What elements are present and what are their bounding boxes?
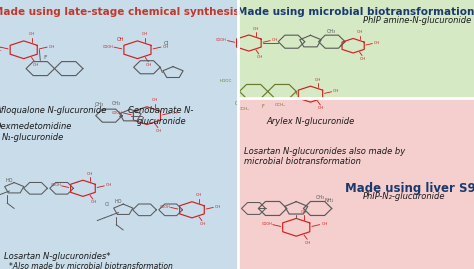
Text: Made using late-stage chemical synthesis: Made using late-stage chemical synthesis <box>0 7 239 17</box>
Text: PhIP amine-N-glucuronide: PhIP amine-N-glucuronide <box>363 16 471 25</box>
Text: OH: OH <box>374 41 380 45</box>
Text: CH₃: CH₃ <box>111 101 121 106</box>
Text: OH: OH <box>356 30 363 34</box>
Bar <box>238 98 474 269</box>
Text: OH: OH <box>215 205 221 209</box>
Text: Cl: Cl <box>104 202 109 207</box>
Text: N₁-glucuronide: N₁-glucuronide <box>2 133 64 142</box>
Text: OH: OH <box>142 32 148 36</box>
Text: F: F <box>262 104 264 109</box>
Text: Cl: Cl <box>163 41 169 45</box>
Text: OH: OH <box>321 222 328 226</box>
Text: OH: OH <box>87 172 93 176</box>
Text: COOH: COOH <box>159 205 170 209</box>
Text: Made using liver S9: Made using liver S9 <box>345 182 474 194</box>
Text: Made using microbial biotransformation: Made using microbial biotransformation <box>237 7 474 17</box>
Text: OH: OH <box>146 63 152 67</box>
Text: F: F <box>43 55 47 60</box>
Text: HO: HO <box>6 178 13 183</box>
Text: OH: OH <box>301 210 307 214</box>
Text: Dexmedetomidine: Dexmedetomidine <box>0 122 72 131</box>
Text: Arylex N-glucuronide: Arylex N-glucuronide <box>266 117 355 126</box>
Text: OH: OH <box>305 240 311 245</box>
Bar <box>238 0 474 98</box>
Text: COOH: COOH <box>261 222 272 226</box>
Text: OH: OH <box>200 222 206 226</box>
Text: HOOC: HOOC <box>220 79 232 83</box>
Bar <box>0 0 238 269</box>
Text: Losartan N-glucuronides also made by: Losartan N-glucuronides also made by <box>244 147 405 155</box>
Text: *Also made by microbial biotransformation: *Also made by microbial biotransformatio… <box>9 262 173 269</box>
Text: OCH₃: OCH₃ <box>239 107 249 111</box>
Text: COOH: COOH <box>112 111 123 115</box>
Text: CH₃: CH₃ <box>315 195 325 200</box>
Text: Cl: Cl <box>235 101 239 106</box>
Text: Losartan N-glucuronides*: Losartan N-glucuronides* <box>4 252 110 260</box>
Text: OH: OH <box>253 27 259 31</box>
Text: COOH: COOH <box>50 183 61 187</box>
Text: OH: OH <box>333 89 339 93</box>
Text: HOOC: HOOC <box>0 47 2 52</box>
Text: PhIP-N₂-glucuronide: PhIP-N₂-glucuronide <box>363 192 445 201</box>
Text: OH: OH <box>91 200 97 204</box>
Text: OH: OH <box>314 78 320 82</box>
Text: Cenobamate N-
glucuronide: Cenobamate N- glucuronide <box>128 106 194 126</box>
Text: OH: OH <box>172 111 178 115</box>
Text: NH₂: NH₂ <box>325 198 334 203</box>
Text: CH₃: CH₃ <box>95 102 104 107</box>
Text: microbial biotransformation: microbial biotransformation <box>244 157 361 166</box>
Text: CH₃: CH₃ <box>327 29 337 34</box>
Text: COOH: COOH <box>216 38 227 42</box>
Text: OH: OH <box>256 55 263 59</box>
Text: OH: OH <box>272 38 278 42</box>
Text: OH: OH <box>155 129 162 133</box>
Text: OH: OH <box>360 57 366 61</box>
Text: Afloqualone N-glucuronide: Afloqualone N-glucuronide <box>0 106 106 115</box>
Text: OH: OH <box>163 45 169 49</box>
Text: OH: OH <box>106 183 112 187</box>
Text: OH: OH <box>32 63 38 67</box>
Text: HO: HO <box>115 199 122 204</box>
Text: OCH₃: OCH₃ <box>274 103 285 107</box>
Text: OH: OH <box>318 106 324 110</box>
Text: OH: OH <box>28 32 35 36</box>
Text: OH: OH <box>152 98 158 102</box>
Text: COOH: COOH <box>102 45 113 49</box>
Text: OH: OH <box>49 45 55 49</box>
Text: OH: OH <box>117 37 125 41</box>
Text: OH: OH <box>196 193 202 197</box>
